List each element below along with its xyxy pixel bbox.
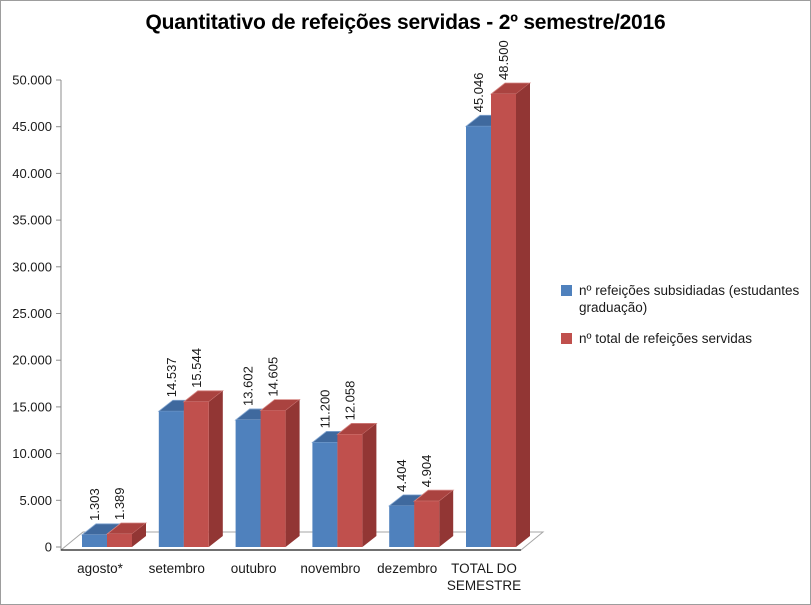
y-axis-tick-label: 45.000 bbox=[12, 119, 52, 134]
bar-total-0 bbox=[105, 522, 148, 547]
bar-total-2 bbox=[259, 399, 301, 547]
bar-total-4 bbox=[413, 489, 455, 547]
data-label-subsidiadas-0: 1.303 bbox=[87, 488, 102, 521]
y-axis-tick-label: 0 bbox=[45, 540, 52, 555]
chart-title: Quantitativo de refeições servidas - 2º … bbox=[145, 11, 666, 34]
category-label-1: setembro bbox=[149, 561, 205, 576]
legend-label-total: nº total de refeições servidas bbox=[579, 330, 753, 346]
legend-label-subsidiadas: nº refeições subsidiadas (estudantes gra… bbox=[579, 283, 800, 316]
bar-total-3 bbox=[336, 422, 378, 547]
data-label-subsidiadas-4: 4.404 bbox=[394, 459, 409, 492]
data-label-total-3: 12.058 bbox=[342, 381, 357, 421]
category-label-5: SEMESTRE bbox=[447, 578, 521, 593]
data-label-total-4: 4.904 bbox=[419, 455, 434, 488]
y-axis-tick-label: 25.000 bbox=[12, 306, 52, 321]
legend-item-total: nº total de refeições servidas bbox=[561, 330, 810, 347]
y-axis-tick-label: 5.000 bbox=[19, 493, 52, 508]
y-axis-tick-label: 10.000 bbox=[12, 446, 52, 461]
chart-legend: nº refeições subsidiadas (estudantes gra… bbox=[561, 282, 810, 360]
data-label-total-2: 14.605 bbox=[266, 357, 281, 397]
data-label-total-5: 48.500 bbox=[496, 40, 511, 80]
legend-swatch-subsidiadas-icon bbox=[561, 285, 572, 296]
category-label-3: novembro bbox=[300, 561, 360, 576]
data-label-total-0: 1.389 bbox=[112, 487, 127, 520]
legend-item-subsidiadas: nº refeições subsidiadas (estudantes gra… bbox=[561, 282, 810, 317]
y-axis-tick-label: 40.000 bbox=[12, 166, 52, 181]
y-axis-tick-label: 20.000 bbox=[12, 353, 52, 368]
y-axis-tick-label: 15.000 bbox=[12, 399, 52, 414]
bar-total-5 bbox=[489, 82, 532, 547]
y-axis: 0 5.000 10.000 15.000 20.000 25.000 30.000 35.0… bbox=[12, 73, 62, 555]
data-label-subsidiadas-5: 45.046 bbox=[471, 73, 486, 113]
category-label-0: agosto* bbox=[77, 561, 124, 576]
category-label-2: outubro bbox=[231, 561, 277, 576]
legend-swatch-total-icon bbox=[561, 332, 572, 344]
data-label-total-1: 15.544 bbox=[189, 348, 204, 388]
data-label-subsidiadas-1: 14.537 bbox=[164, 357, 179, 397]
y-axis-tick-label: 30.000 bbox=[12, 259, 52, 274]
data-label-subsidiadas-3: 11.200 bbox=[317, 390, 332, 429]
bar-total-1 bbox=[182, 390, 224, 547]
category-label-5: TOTAL DO bbox=[451, 561, 517, 576]
data-label-subsidiadas-2: 13.602 bbox=[241, 366, 256, 406]
y-axis-tick-label: 50.000 bbox=[12, 73, 52, 88]
category-label-4: dezembro bbox=[377, 561, 437, 576]
y-axis-tick-label: 35.000 bbox=[12, 213, 52, 228]
